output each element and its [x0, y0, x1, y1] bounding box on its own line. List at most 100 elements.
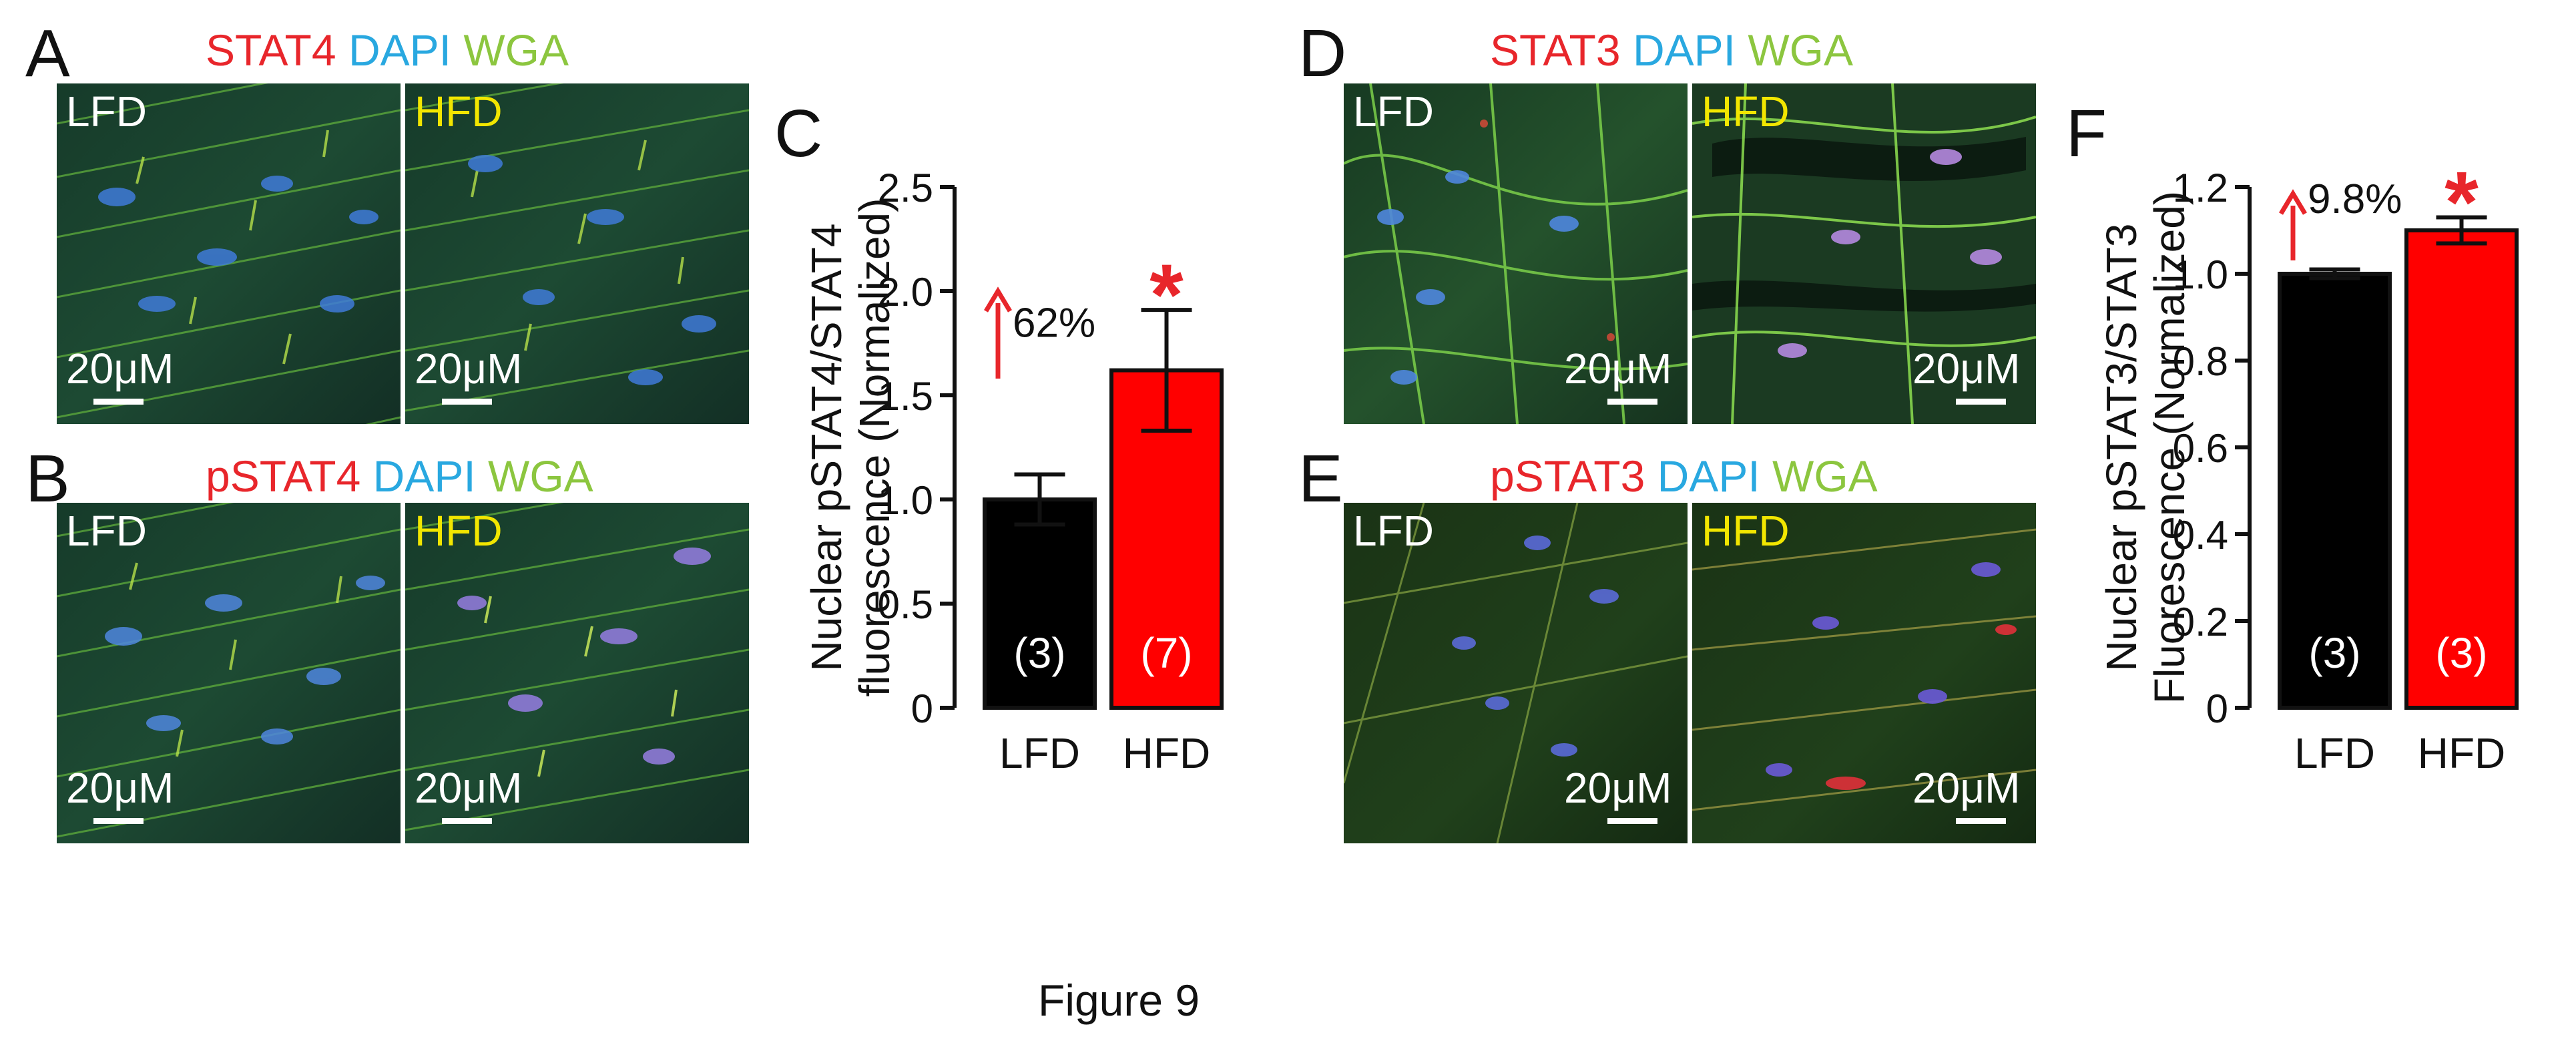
y-axis-label: Nuclear pSTAT3/STAT3Fluorescence (Normal…: [2097, 191, 2194, 704]
stain-title-b: pSTAT4 DAPI WGA: [206, 454, 593, 498]
scale-bar: [442, 818, 492, 824]
y-tick-label: 1.0: [878, 478, 933, 523]
scale-bar: [1607, 399, 1657, 405]
stain-wga: WGA: [488, 451, 593, 501]
scale-bar: [93, 399, 144, 405]
micrograph-d-hfd-image: [1692, 83, 2036, 424]
panel-letter-c: C: [774, 96, 823, 171]
y-tick-label: 1.2: [2173, 166, 2228, 210]
bar: [2404, 228, 2519, 710]
y-axis-label-line: Nuclear pSTAT4/STAT4: [802, 224, 850, 672]
scale-bar-label: 20μM: [415, 764, 523, 812]
y-axis-label: Nuclear pSTAT4/STAT4fluorescence (Normal…: [802, 198, 898, 697]
y-tick-label: 2.0: [878, 270, 933, 314]
stain-title-e: pSTAT3 DAPI WGA: [1490, 454, 1878, 498]
group-label: LFD: [66, 87, 147, 136]
stain-marker: STAT4: [206, 25, 336, 75]
micrograph-d-lfd: LFD 20μM: [1344, 83, 1688, 424]
x-tick-label: HFD: [2418, 729, 2506, 777]
y-tick-label: 1.0: [2173, 252, 2228, 297]
y-tick-label: 1.5: [878, 374, 933, 419]
scale-bar-label: 20μM: [66, 764, 174, 812]
group-label: HFD: [415, 87, 503, 136]
micrograph-e-hfd: HFD 20μM: [1692, 503, 2036, 843]
increase-arrowhead: [2278, 189, 2308, 215]
n-label: (3): [2435, 629, 2487, 677]
y-tick-label: 0.5: [878, 582, 933, 627]
stain-marker: STAT3: [1490, 25, 1621, 75]
micrograph-a-hfd: HFD 20μM: [405, 83, 749, 424]
scale-bar: [1956, 818, 2006, 824]
group-label: LFD: [1353, 507, 1434, 555]
scale-bar: [93, 818, 144, 824]
group-label: LFD: [66, 507, 147, 555]
increase-arrowhead: [983, 286, 1013, 312]
figure-caption: Figure 9: [1038, 976, 1200, 1025]
panel-letter-a: A: [25, 16, 70, 91]
y-axis-label-line: Fluorescence (Normalized): [2145, 191, 2194, 704]
micrograph-d-hfd: HFD 20μM: [1692, 83, 2036, 424]
group-label: LFD: [1353, 87, 1434, 136]
x-tick-label: LFD: [999, 729, 1080, 777]
stain-dapi: DAPI: [1632, 25, 1736, 75]
scale-bar: [1956, 399, 2006, 405]
stain-dapi: DAPI: [372, 451, 476, 501]
stain-wga: WGA: [1772, 451, 1878, 501]
panel-letter-b: B: [25, 441, 70, 516]
group-label: HFD: [1702, 87, 1790, 136]
n-label: (3): [1013, 629, 1065, 677]
percent-increase-label: 62%: [1013, 300, 1095, 347]
y-axis-label-line: Nuclear pSTAT3/STAT3: [2097, 224, 2145, 672]
micrograph-b-lfd-image: [57, 503, 401, 843]
y-tick-label: 2.5: [878, 166, 933, 210]
bar: [2278, 272, 2392, 710]
stain-wga: WGA: [463, 25, 569, 75]
y-axis-label-line: fluorescence (Normalized): [850, 198, 898, 697]
bar-chart-c: Nuclear pSTAT4/STAT4fluorescence (Normal…: [802, 166, 1224, 777]
y-tick-label: 0.6: [2173, 426, 2228, 471]
micrograph-e-lfd-image: [1344, 503, 1688, 843]
bar-chart-f: Nuclear pSTAT3/STAT3Fluorescence (Normal…: [2097, 154, 2519, 777]
y-tick-label: 0: [911, 686, 933, 731]
scale-bar: [1607, 818, 1657, 824]
group-label: HFD: [415, 507, 503, 555]
micrograph-a-hfd-image: [405, 83, 749, 424]
micrograph-a-lfd-image: [57, 83, 401, 424]
panel-letter-f: F: [2066, 96, 2107, 171]
micrograph-a-lfd: LFD 20μM: [57, 83, 401, 424]
percent-increase-label: 9.8%: [2308, 176, 2402, 222]
stain-marker: pSTAT4: [206, 451, 361, 501]
scale-bar-label: 20μM: [1912, 345, 2021, 393]
stain-dapi: DAPI: [1657, 451, 1760, 501]
scale-bar-label: 20μM: [1564, 345, 1672, 393]
micrograph-e-hfd-image: [1692, 503, 2036, 843]
micrograph-b-hfd-image: [405, 503, 749, 843]
x-tick-label: LFD: [2294, 729, 2375, 777]
scale-bar-label: 20μM: [1564, 764, 1672, 812]
panel-letter-e: E: [1298, 441, 1343, 516]
scale-bar-label: 20μM: [1912, 764, 2021, 812]
scale-bar-label: 20μM: [66, 345, 174, 393]
stain-title-d: STAT3 DAPI WGA: [1490, 28, 1853, 72]
significance-star: *: [1149, 246, 1184, 343]
stain-title-a: STAT4 DAPI WGA: [206, 28, 569, 72]
n-label: (7): [1140, 629, 1192, 677]
micrograph-b-lfd: LFD 20μM: [57, 503, 401, 843]
bar: [983, 497, 1097, 710]
group-label: HFD: [1702, 507, 1790, 555]
stain-wga: WGA: [1748, 25, 1853, 75]
micrograph-d-lfd-image: [1344, 83, 1688, 424]
scale-bar: [442, 399, 492, 405]
y-tick-label: 0.4: [2173, 513, 2228, 558]
micrograph-e-lfd: LFD 20μM: [1344, 503, 1688, 843]
scale-bar-label: 20μM: [415, 345, 523, 393]
significance-star: *: [2444, 154, 2479, 251]
micrograph-b-hfd: HFD 20μM: [405, 503, 749, 843]
y-tick-label: 0.2: [2173, 600, 2228, 644]
panel-letter-d: D: [1298, 16, 1347, 91]
n-label: (3): [2308, 629, 2360, 677]
stain-marker: pSTAT3: [1490, 451, 1645, 501]
y-tick-label: 0.8: [2173, 339, 2228, 384]
stain-dapi: DAPI: [348, 25, 451, 75]
y-tick-label: 0: [2206, 686, 2228, 731]
